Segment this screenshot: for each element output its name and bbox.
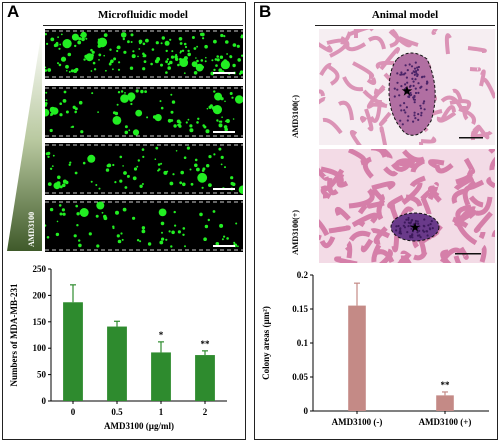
panel-b-title: Animal model <box>371 9 439 21</box>
x-tick-label: AMD3100 (-) <box>332 417 383 427</box>
scale-bar <box>213 72 235 74</box>
bar <box>436 395 454 411</box>
histology-image-plus: ★ <box>319 149 495 263</box>
x-tick-label: 0 <box>71 407 76 417</box>
lung-tissue-minus: ★ <box>319 29 495 145</box>
row-label-plus: AMD3100(+) <box>291 210 300 255</box>
panel-a: A Microfluidic model AMD3100 0 50 100 150 20… <box>2 2 246 440</box>
panel-a-title-underline <box>43 25 243 26</box>
y-tick-label: 50 <box>37 370 47 380</box>
y-axis-title: Numbers of MDA-MB-231 <box>9 283 19 386</box>
panel-a-letter: A <box>7 2 20 21</box>
fluorescence-cells-4 <box>45 201 243 251</box>
y-tick-label: 0.05 <box>292 372 308 382</box>
x-tick-label: 2 <box>203 407 208 417</box>
panel-b-title-underline <box>315 25 495 26</box>
panel-b-letter: B <box>259 2 272 21</box>
y-tick-label: 100 <box>33 343 47 353</box>
significance-mark: * <box>159 330 164 340</box>
y-tick-label: 0 <box>42 396 47 406</box>
x-tick-label: 1 <box>159 407 164 417</box>
svg-text:★: ★ <box>410 222 420 234</box>
amd3100-gradient-wedge <box>7 29 42 251</box>
scale-bar <box>213 131 235 133</box>
channel-image-2 <box>45 86 243 138</box>
row-label-minus: AMD3100(-) <box>291 94 300 138</box>
channel-image-1 <box>45 29 243 79</box>
fluorescence-cells-3 <box>45 144 243 194</box>
svg-text:★: ★ <box>402 84 413 98</box>
chart-a: 0 50 100 150 200 250 0 0.5 * 1 ** 2 AMD3100 (µg/ml) N… <box>9 264 227 431</box>
y-tick-label: 150 <box>33 317 47 327</box>
y-tick-label: 0.1 <box>297 338 309 348</box>
bar <box>151 352 171 401</box>
channel-image-4 <box>45 200 243 252</box>
bar <box>348 305 366 411</box>
panel-b: B Animal model AMD3100(-) AMD3100(+) ★ ★… <box>254 2 498 440</box>
x-axis-title: AMD3100 (µg/ml) <box>104 421 174 431</box>
channel-image-3 <box>45 143 243 195</box>
y-tick-label: 0 <box>304 406 309 416</box>
y-tick-label: 0.15 <box>292 304 308 314</box>
x-tick-label: AMD3100 (+) <box>419 417 472 427</box>
scale-bar <box>213 245 235 247</box>
y-axis-title: Colony areas (µm²) <box>261 306 271 380</box>
lung-tissue-plus: ★ <box>319 149 495 263</box>
significance-mark: ** <box>201 339 211 349</box>
bar <box>63 302 83 401</box>
x-tick-label: 0.5 <box>111 407 123 417</box>
chart-b: 0 0.05 0.1 0.15 0.2 AMD3100 (-) ** AMD3100 (+) C… <box>261 270 489 427</box>
histology-image-minus: ★ <box>319 29 495 145</box>
fluorescence-cells-1 <box>45 30 243 78</box>
scale-bar <box>213 188 235 190</box>
fluorescence-cells-2 <box>45 87 243 137</box>
panel-a-title: Microfluidic model <box>98 9 188 21</box>
significance-mark: ** <box>441 380 451 390</box>
y-tick-label: 200 <box>33 290 47 300</box>
wedge-label: AMD3100 <box>27 211 36 247</box>
y-tick-label: 0.2 <box>297 270 309 280</box>
bar <box>107 326 127 401</box>
y-tick-label: 250 <box>33 264 47 274</box>
bar <box>195 355 215 401</box>
